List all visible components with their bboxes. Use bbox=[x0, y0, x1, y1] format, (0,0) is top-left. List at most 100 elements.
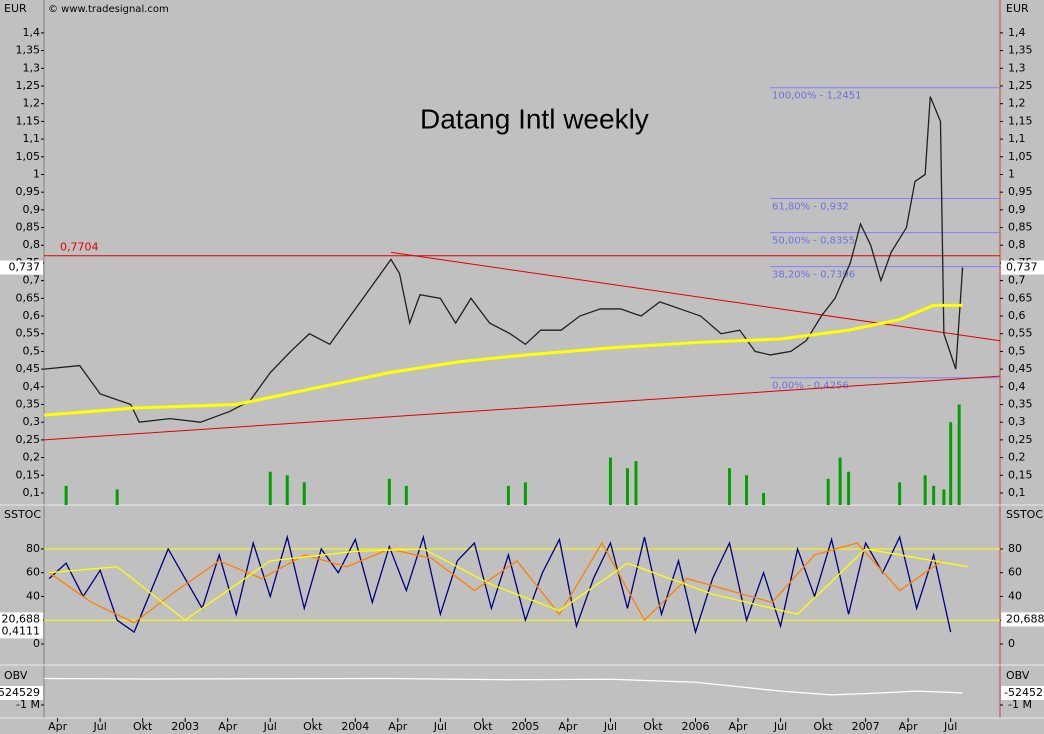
source: © www.tradesignal.com bbox=[48, 4, 169, 15]
y-tick-label: 1 bbox=[33, 167, 40, 180]
x-tick-label: Jul bbox=[433, 720, 447, 733]
volume-bar bbox=[387, 478, 391, 505]
volume-bar bbox=[957, 404, 961, 505]
y-tick-label: 1,4 bbox=[1008, 26, 1026, 39]
volume-bar bbox=[268, 471, 272, 505]
x-tick-label: Apr bbox=[388, 720, 408, 733]
trend-line bbox=[390, 251, 1001, 342]
x-tick-label: Okt bbox=[643, 720, 663, 733]
volume-bar bbox=[404, 485, 408, 505]
y-tick-label: 0,65 bbox=[16, 291, 41, 304]
y-tick-label: 1,1 bbox=[23, 132, 41, 145]
y-tick-label: 0 bbox=[33, 637, 40, 650]
fib-label: 0,00% - 0,4256 bbox=[772, 381, 849, 392]
y-tick-label: 0,45 bbox=[1008, 362, 1033, 375]
volume-bar bbox=[728, 468, 732, 505]
y-tick-label: 0,9 bbox=[23, 203, 41, 216]
volume-bar bbox=[847, 471, 851, 505]
y-tick-label: 1,35 bbox=[1008, 44, 1033, 57]
y-tick-label: 0,1 bbox=[23, 486, 41, 499]
series-line bbox=[48, 541, 943, 624]
x-tick-label: Okt bbox=[473, 720, 493, 733]
y-tick-label: 0,55 bbox=[1008, 327, 1033, 340]
y-tick-label: 0,2 bbox=[23, 451, 41, 464]
series-line bbox=[48, 534, 952, 635]
x-tick-label: Jul bbox=[603, 720, 617, 733]
fib-label: 61,80% - 0,932 bbox=[772, 202, 849, 213]
y-tick-label: 1,1 bbox=[1008, 132, 1026, 145]
volume-bar bbox=[949, 422, 953, 505]
y-tick-label: 0,55 bbox=[16, 327, 41, 340]
y-axis-label: EUR bbox=[4, 2, 27, 15]
y-tick-label: 0,25 bbox=[1008, 433, 1033, 446]
series-line bbox=[43, 677, 963, 696]
y-tick-label: 1,3 bbox=[23, 61, 41, 74]
value-box bbox=[1001, 260, 1044, 275]
y-axis-label: SSTOC bbox=[4, 508, 41, 521]
volume-bar bbox=[302, 482, 306, 505]
y-axis-label: SSTOC bbox=[1006, 508, 1043, 521]
x-tick-label: Jul bbox=[263, 720, 277, 733]
y-tick-label: 80 bbox=[26, 542, 40, 555]
value-label: 20,688 bbox=[1006, 612, 1044, 625]
volume-bar bbox=[932, 485, 936, 505]
y-tick-label: 0,85 bbox=[1008, 221, 1033, 234]
volume-bar bbox=[506, 485, 510, 505]
x-tick-label: Okt bbox=[133, 720, 153, 733]
volume-bar bbox=[745, 475, 749, 505]
y-tick-label: 60 bbox=[1008, 566, 1022, 579]
x-tick-label: Apr bbox=[218, 720, 238, 733]
y-tick-label: 0,8 bbox=[1008, 238, 1026, 251]
value-box bbox=[0, 260, 43, 275]
volume-bar bbox=[826, 478, 830, 505]
y-tick-label: 0,4 bbox=[23, 380, 41, 393]
volume-bar bbox=[838, 457, 842, 505]
y-tick-label: 0,5 bbox=[23, 344, 41, 357]
y-tick-label: 1,15 bbox=[16, 114, 41, 127]
y-tick-label: 0,25 bbox=[16, 433, 41, 446]
value-label: -52452 bbox=[1004, 686, 1043, 699]
y-tick-label: 0 bbox=[1008, 637, 1015, 650]
y-tick-label: 1,25 bbox=[1008, 79, 1033, 92]
y-tick-label: 0,15 bbox=[1008, 468, 1033, 481]
value-box bbox=[0, 612, 43, 627]
y-tick-label: 1,15 bbox=[1008, 114, 1033, 127]
x-tick-label: 2007 bbox=[852, 720, 880, 733]
fib-label: 50,00% - 0,8355 bbox=[772, 236, 855, 247]
y-tick-label: 0,6 bbox=[1008, 309, 1026, 322]
y-tick-label: 0,3 bbox=[23, 415, 41, 428]
y-tick-label: 1,35 bbox=[16, 44, 41, 57]
y-axis-label: OBV bbox=[4, 669, 28, 682]
value-box bbox=[0, 685, 43, 700]
x-tick-label: 2006 bbox=[682, 720, 710, 733]
volume-bar bbox=[762, 492, 766, 505]
trend-line bbox=[43, 375, 1001, 441]
series-line bbox=[49, 548, 968, 622]
y-tick-label: 1,3 bbox=[1008, 61, 1026, 74]
y-tick-label: -1 M bbox=[16, 698, 40, 711]
volume-bar bbox=[608, 457, 612, 505]
volume-bar bbox=[64, 485, 68, 505]
fib-label: 38,20% - 0,7396 bbox=[772, 270, 855, 281]
x-tick-label: 2004 bbox=[341, 720, 369, 733]
y-tick-label: 0,35 bbox=[1008, 397, 1033, 410]
y-tick-label: 1,2 bbox=[1008, 97, 1026, 110]
value-label: 20,688 bbox=[2, 612, 41, 625]
x-tick-label: Apr bbox=[48, 720, 68, 733]
y-tick-label: 0,45 bbox=[16, 362, 41, 375]
x-tick-label: Okt bbox=[813, 720, 833, 733]
chart-title: Datang Intl weekly bbox=[420, 103, 649, 134]
y-tick-label: 0,1 bbox=[1008, 486, 1026, 499]
volume-bar bbox=[923, 475, 927, 505]
reference-label: 0,7704 bbox=[60, 241, 99, 254]
x-tick-label: Jul bbox=[92, 720, 106, 733]
y-tick-label: 1,2 bbox=[23, 97, 41, 110]
y-tick-label: 0,85 bbox=[16, 221, 41, 234]
volume-bar bbox=[285, 475, 289, 505]
x-tick-label: Apr bbox=[729, 720, 749, 733]
volume-bar bbox=[898, 482, 902, 505]
value-label: 0,4111 bbox=[2, 624, 41, 637]
x-tick-label: Apr bbox=[899, 720, 919, 733]
x-tick-label: 2005 bbox=[511, 720, 539, 733]
